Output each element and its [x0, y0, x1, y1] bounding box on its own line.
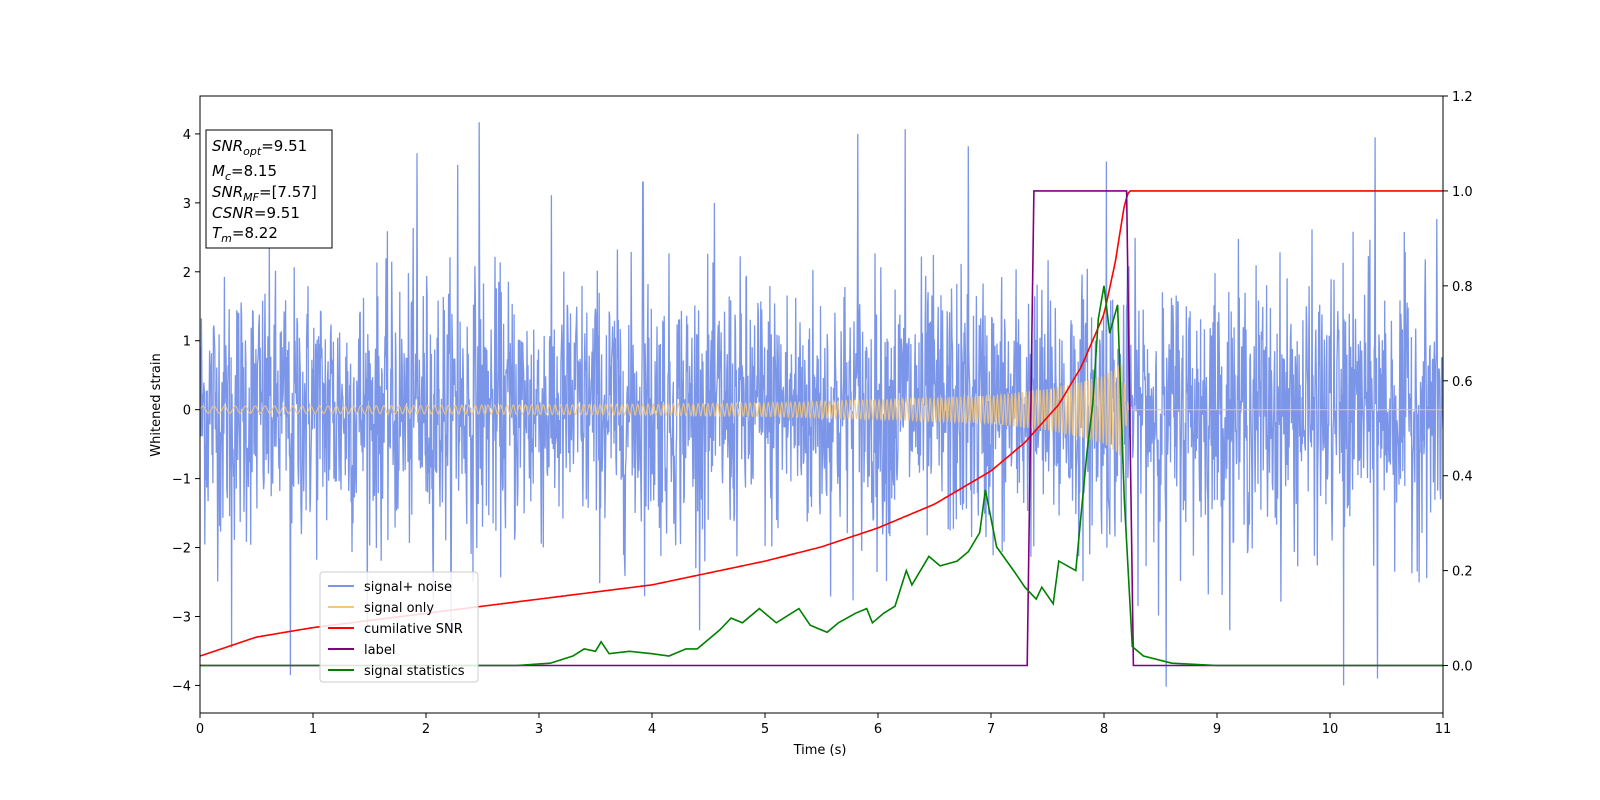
x-tick-label: 10	[1322, 722, 1339, 737]
left-y-tick-label: −1	[172, 473, 191, 488]
left-y-tick-label: −3	[172, 610, 191, 625]
series-layer	[200, 122, 1443, 687]
x-axis-ticks: 0 1 2 3 4 5 6 7 8 9 10 11	[196, 713, 1451, 737]
left-y-tick-label: 0	[183, 404, 191, 419]
series-label-line	[200, 190, 1443, 667]
right-y-tick-label: 0.6	[1452, 375, 1473, 390]
legend-frame	[319, 571, 479, 683]
annotation-line: CSNR=9.51	[212, 204, 300, 222]
plot-frame	[199, 95, 1444, 714]
left-y-tick-label: −2	[172, 542, 191, 557]
annotation-line: SNRMF=[7.57]	[212, 183, 317, 204]
legend-label: signal only	[364, 601, 434, 616]
x-tick-label: 9	[1213, 722, 1221, 737]
y-axis-label: Whitened strain	[149, 353, 164, 456]
series-signal-statistics-line	[200, 285, 1443, 667]
legend-label: label	[364, 643, 395, 658]
left-axis-ticks: −4 −3 −2 −1 0 1 2 3 4	[172, 128, 200, 694]
right-y-tick-label: 0.4	[1452, 470, 1473, 485]
legend-label: cumilative SNR	[364, 622, 463, 637]
right-y-tick-label: 0.0	[1452, 660, 1473, 675]
x-tick-label: 4	[648, 722, 656, 737]
annotation-line: Mc=8.15	[212, 162, 277, 183]
annotation-line: SNRopt=9.51	[212, 137, 307, 158]
legend-label: signal statistics	[364, 664, 465, 679]
left-y-tick-label: 2	[183, 266, 191, 281]
x-tick-label: 7	[987, 722, 995, 737]
left-y-tick-label: 3	[183, 197, 191, 212]
x-tick-label: 2	[422, 722, 430, 737]
right-y-tick-label: 1.2	[1452, 90, 1473, 105]
x-axis-label: Time (s)	[793, 743, 847, 758]
left-y-tick-label: 4	[183, 128, 191, 143]
x-tick-label: 6	[874, 722, 882, 737]
series-signal-only-line	[200, 364, 1443, 456]
left-y-tick-label: −4	[172, 679, 191, 694]
right-y-tick-label: 0.8	[1452, 280, 1473, 295]
x-tick-label: 0	[196, 722, 204, 737]
series-signal-noise-line	[200, 122, 1443, 687]
annotation-box-frame	[205, 129, 333, 249]
right-axis-ticks: 0.0 0.2 0.4 0.6 0.8 1.0 1.2	[1443, 90, 1473, 675]
right-y-tick-label: 1.0	[1452, 185, 1473, 200]
legend: signal+ noise signal only cumilative SNR la…	[319, 571, 479, 683]
x-tick-label: 11	[1435, 722, 1452, 737]
left-y-tick-label: 1	[183, 335, 191, 350]
x-tick-label: 8	[1100, 722, 1108, 737]
legend-label: signal+ noise	[364, 580, 452, 595]
x-tick-label: 3	[535, 722, 543, 737]
annotation-line: Tm=8.22	[212, 224, 278, 245]
x-tick-label: 5	[761, 722, 769, 737]
right-y-tick-label: 0.2	[1452, 565, 1473, 580]
x-tick-label: 1	[309, 722, 317, 737]
